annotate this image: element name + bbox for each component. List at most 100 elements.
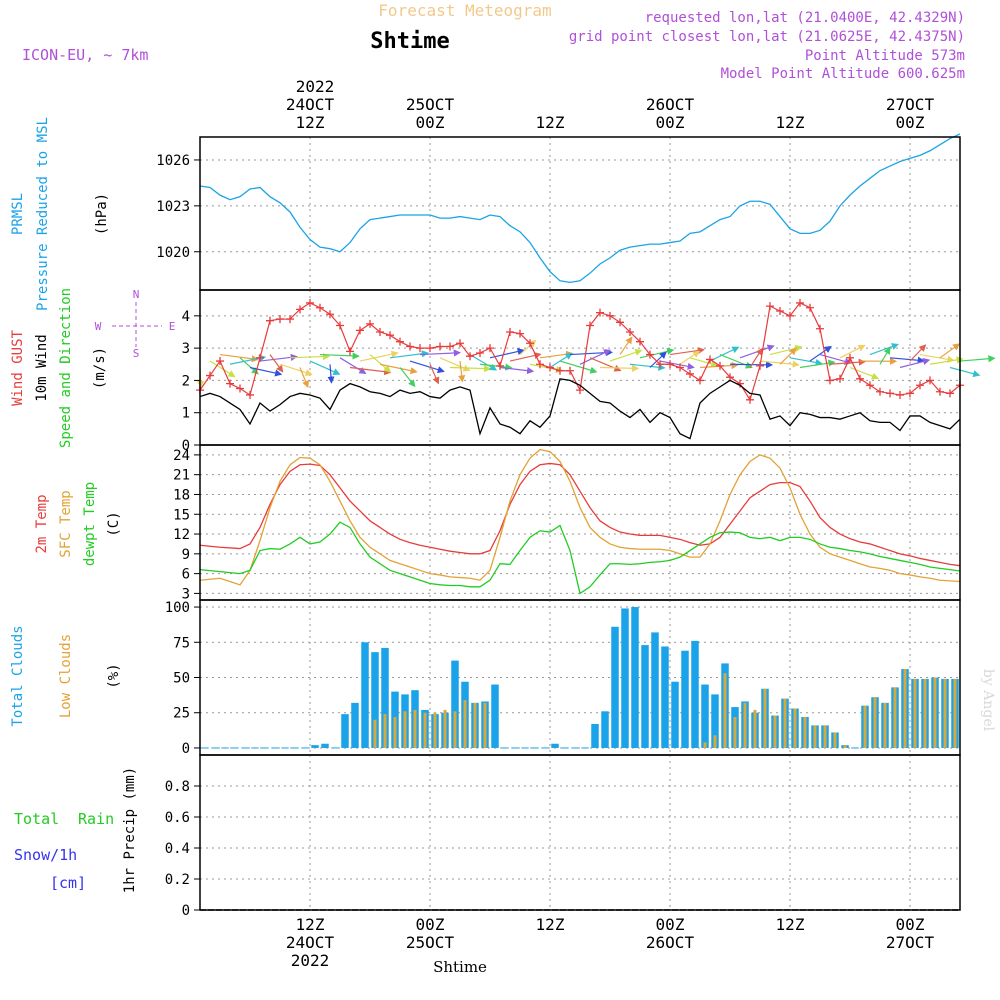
wind-direction-arrow bbox=[279, 363, 313, 376]
p5-unit: 1hr Precip (mm) bbox=[122, 767, 138, 893]
low-clouds-bar bbox=[383, 714, 387, 748]
gust-marker bbox=[376, 327, 384, 336]
low-clouds-bar bbox=[463, 700, 467, 748]
low-clouds-bar bbox=[773, 715, 777, 748]
low-clouds-bar bbox=[863, 705, 867, 748]
wind-direction-arrow bbox=[779, 347, 797, 365]
p4-label-1: Total Clouds bbox=[10, 625, 26, 726]
p1-label-2: Pressure Reduced to MSL bbox=[35, 117, 51, 311]
total-clouds-bar bbox=[611, 626, 619, 748]
y-tick-label: 0.4 bbox=[165, 841, 190, 857]
total-clouds-bar bbox=[451, 660, 459, 748]
wind-direction-arrow bbox=[769, 344, 803, 356]
wind-direction-arrow bbox=[589, 357, 622, 372]
p1-unit: (hPa) bbox=[94, 193, 110, 235]
low-clouds-bar bbox=[803, 716, 807, 748]
total-clouds-bar bbox=[491, 684, 499, 748]
wind-direction-arrow bbox=[819, 354, 852, 365]
top-year: 2022 bbox=[296, 77, 335, 96]
wind-speed-line bbox=[199, 378, 961, 440]
y-tick-label: 0 bbox=[182, 438, 190, 454]
wind-direction-arrow bbox=[949, 366, 981, 378]
gust-marker bbox=[256, 353, 264, 362]
wind-direction-arrow bbox=[759, 360, 800, 368]
gust-marker bbox=[746, 395, 754, 404]
wind-direction-arrow bbox=[809, 345, 832, 362]
wind-direction-arrow bbox=[689, 357, 719, 368]
gust-marker bbox=[226, 379, 234, 388]
gust-marker bbox=[826, 376, 834, 385]
top-hour-label: 00Z bbox=[896, 113, 925, 132]
total-clouds-bar bbox=[621, 608, 629, 748]
gust-marker bbox=[546, 363, 554, 372]
wind-direction-arrow bbox=[679, 350, 701, 365]
gust-marker bbox=[706, 355, 714, 364]
wind-direction-arrow bbox=[839, 344, 866, 359]
wind-direction-arrow bbox=[939, 343, 961, 359]
wind-direction-arrow bbox=[669, 346, 705, 356]
total-clouds-bar bbox=[381, 647, 389, 748]
wind-direction-arrow bbox=[909, 344, 927, 362]
wind-direction-arrow bbox=[458, 360, 466, 383]
total-clouds-bar bbox=[681, 650, 689, 748]
y-tick-label: 1023 bbox=[156, 199, 190, 215]
gust-marker bbox=[716, 361, 724, 370]
gust-marker bbox=[276, 315, 284, 324]
wind-direction-arrow bbox=[659, 360, 695, 370]
bottom-date-label: 26OCT bbox=[646, 933, 695, 952]
wind-direction-arrow bbox=[327, 364, 335, 384]
total-clouds-bar bbox=[641, 645, 649, 748]
wind-direction-arrow bbox=[249, 366, 283, 377]
label-p1: PRMSL Pressure Reduced to MSL (hPa) bbox=[10, 117, 110, 311]
wind-direction-arrow bbox=[409, 360, 445, 374]
wind-direction-arrow bbox=[559, 360, 598, 374]
product-title: Forecast Meteogram bbox=[378, 1, 551, 20]
gust-marker bbox=[656, 360, 664, 369]
y-tick-label: 0.2 bbox=[165, 872, 190, 888]
watermark: by Angel bbox=[980, 669, 996, 732]
gust-marker bbox=[686, 369, 694, 378]
label-p2: Wind GUST 10m Wind Speed and Direction (… bbox=[10, 288, 175, 448]
wind-direction-arrow bbox=[729, 361, 774, 369]
gust-marker bbox=[636, 337, 644, 346]
wind-direction-arrow bbox=[599, 364, 640, 372]
y-tick-label: 2 bbox=[182, 373, 190, 389]
low-clouds-bar bbox=[753, 709, 757, 748]
wind-direction-arrow bbox=[869, 343, 899, 356]
gust-marker bbox=[336, 321, 344, 330]
low-clouds-bar bbox=[903, 669, 907, 748]
y-tick-label: 4 bbox=[182, 309, 190, 325]
p3-unit: (C) bbox=[106, 511, 122, 536]
top-date-label: 27OCT bbox=[886, 95, 935, 114]
gust-marker bbox=[506, 327, 514, 336]
gust-marker bbox=[936, 387, 944, 396]
gust-marker bbox=[326, 310, 334, 319]
wind-direction-arrow bbox=[959, 355, 996, 363]
wind-direction-arrow bbox=[389, 350, 429, 359]
gust-marker bbox=[426, 344, 434, 353]
top-date-label: 24OCT bbox=[286, 95, 335, 114]
wind-direction-arrow bbox=[629, 363, 666, 371]
total-clouds-bar bbox=[631, 607, 639, 748]
gust-marker bbox=[756, 361, 764, 370]
wind-direction-arrow bbox=[929, 356, 964, 365]
low-clouds-bar bbox=[413, 709, 417, 748]
bottom-location: Shtime bbox=[433, 958, 487, 976]
compass-s: S bbox=[133, 347, 140, 360]
gust-marker bbox=[946, 389, 954, 398]
low-clouds-bar bbox=[953, 678, 957, 748]
low-clouds-bar bbox=[813, 725, 817, 748]
low-clouds-bar bbox=[843, 745, 847, 748]
total-clouds-bar bbox=[551, 743, 559, 748]
wind-direction-arrow bbox=[619, 336, 633, 355]
gust-marker bbox=[596, 308, 604, 317]
low-clouds-bar bbox=[793, 708, 797, 748]
gust-marker bbox=[466, 352, 474, 361]
wind-direction-arrow bbox=[879, 346, 891, 365]
bottom-hour-label: 00Z bbox=[896, 915, 925, 934]
low-clouds-bar bbox=[933, 677, 937, 748]
gust-marker bbox=[496, 361, 504, 370]
low-clouds-bar bbox=[763, 688, 767, 748]
low-clouds-bar bbox=[783, 698, 787, 748]
gust-marker bbox=[436, 342, 444, 351]
